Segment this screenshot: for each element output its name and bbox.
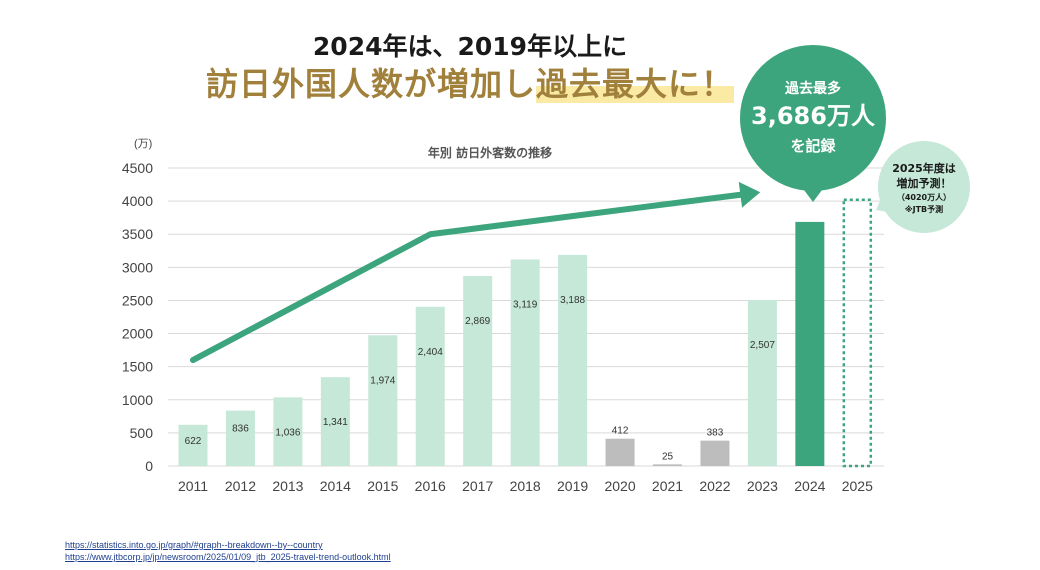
x-tick-label: 2012 <box>225 478 256 494</box>
forecast-callout: 2025年度は 増加予測！ （4020万人） ※JTB予測 <box>876 141 970 233</box>
bar-value-label: 25 <box>662 451 674 462</box>
bar <box>415 306 445 466</box>
record-callout-line2: 3,686万人 <box>751 102 875 130</box>
chart-title: 年別 訪日外客数の推移 <box>428 145 552 160</box>
forecast-callout-line4: ※JTB予測 <box>905 204 943 214</box>
forecast-callout-line1: 2025年度は <box>892 161 956 175</box>
bar <box>273 397 303 466</box>
y-tick-label: 2000 <box>122 326 153 342</box>
x-tick-label: 2019 <box>557 478 588 494</box>
bar-value-label: 2,404 <box>418 347 443 358</box>
bar-value-label: 2,507 <box>750 340 775 351</box>
bar-covid <box>700 440 730 466</box>
forecast-callout-pointer <box>876 196 888 212</box>
bar-forecast <box>842 198 873 468</box>
bar <box>463 276 493 466</box>
trend-arrow-head <box>738 181 761 208</box>
trend-arrow-line <box>190 190 752 364</box>
forecast-callout-line3: （4020万人） <box>897 192 951 202</box>
bar-value-label: 1,974 <box>370 375 395 386</box>
record-callout: 過去最多 3,686万人 を記録 <box>740 45 886 202</box>
bar-value-label: 1,341 <box>323 417 348 428</box>
bar-record <box>795 221 825 466</box>
y-tick-label: 4000 <box>122 193 153 209</box>
bar-value-label: 1,036 <box>275 428 300 439</box>
x-tick-label: 2015 <box>367 478 398 494</box>
bar <box>320 377 350 466</box>
bar <box>178 424 208 466</box>
bar-value-label: 412 <box>612 426 629 437</box>
x-tick-label: 2024 <box>794 478 825 494</box>
y-tick-label: 0 <box>145 458 153 474</box>
bar <box>747 299 777 466</box>
x-tick-label: 2025 <box>842 478 873 494</box>
headline-highlight: 過去最大に！ <box>536 65 735 103</box>
x-tick-label: 2022 <box>699 478 730 494</box>
y-tick-label: 500 <box>130 425 154 441</box>
y-tick-label: 1500 <box>122 359 153 375</box>
y-tick-label: 1000 <box>122 392 153 408</box>
bar-value-label: 383 <box>707 428 724 439</box>
bar-covid <box>653 464 682 466</box>
x-tick-label: 2020 <box>604 478 635 494</box>
y-tick-label: 4500 <box>122 160 153 176</box>
bar <box>510 259 540 466</box>
x-tick-label: 2017 <box>462 478 493 494</box>
record-callout-pointer <box>801 186 825 202</box>
forecast-callout-circle <box>878 141 970 233</box>
y-tick-label: 3000 <box>122 259 153 275</box>
source-link-1[interactable]: https://statistics.into.go.jp/graph/#gra… <box>65 540 323 550</box>
y-tick-label: 3500 <box>122 226 153 242</box>
x-tick-label: 2011 <box>178 478 208 494</box>
x-tick-label: 2021 <box>652 478 683 494</box>
record-callout-line3: を記録 <box>790 137 836 155</box>
bar-value-label: 622 <box>185 436 202 447</box>
headline-line2: 訪日外国人数が増加し過去最大に！ <box>0 59 940 105</box>
bar-covid <box>605 438 635 466</box>
x-tick-label: 2013 <box>272 478 303 494</box>
headline-line2-part1: 訪日外国人数が増加し <box>205 65 536 103</box>
bar <box>225 410 255 466</box>
y-axis-unit: (万) <box>134 138 152 150</box>
headline-line1: 2024年は、2019年以上に <box>312 32 628 61</box>
x-tick-label: 2023 <box>747 478 778 494</box>
forecast-callout-line2: 増加予測！ <box>897 176 952 190</box>
bar-value-label: 836 <box>232 424 249 435</box>
bar-value-label: 3,119 <box>513 299 538 310</box>
bar <box>368 335 398 466</box>
record-callout-circle <box>740 45 886 191</box>
x-tick-label: 2014 <box>320 478 351 494</box>
bar-value-label: 2,869 <box>465 316 490 327</box>
bar <box>558 254 588 466</box>
x-tick-label: 2018 <box>510 478 541 494</box>
source-link-2[interactable]: https://www.jtbcorp.jp/jp/newsroom/2025/… <box>65 552 391 562</box>
y-tick-label: 2500 <box>122 292 153 308</box>
bar-value-label: 3,188 <box>560 295 585 306</box>
x-tick-label: 2016 <box>415 478 446 494</box>
record-callout-line1: 過去最多 <box>784 80 841 97</box>
